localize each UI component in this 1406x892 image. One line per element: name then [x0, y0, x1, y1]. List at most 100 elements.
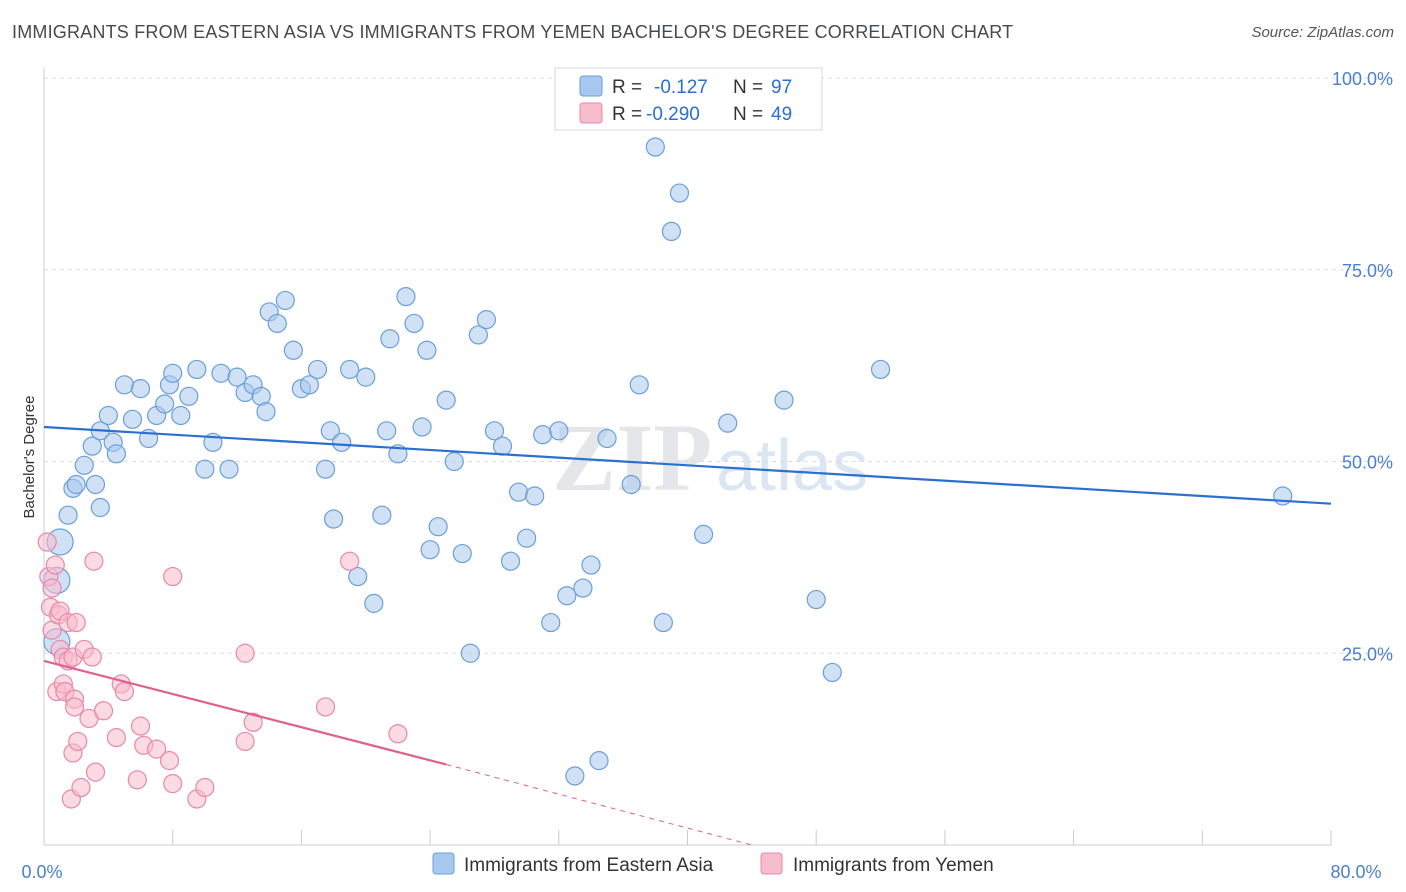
data-point	[452, 543, 472, 564]
data-point	[508, 482, 529, 502]
data-point	[417, 340, 437, 360]
legend: R = -0.127 N = 97 R = -0.290 N = 49	[554, 67, 823, 131]
data-point	[235, 643, 255, 663]
data-point	[171, 405, 191, 426]
data-point	[356, 367, 376, 387]
data-point	[1273, 486, 1293, 506]
data-point	[130, 379, 151, 399]
data-point	[58, 505, 78, 525]
data-point	[187, 359, 207, 380]
data-point	[122, 409, 143, 429]
source-credit: Source: ZipAtlas.com	[1251, 24, 1394, 41]
data-point	[93, 701, 114, 721]
bottom-legend-label: Immigrants from Yemen	[793, 855, 994, 876]
trend-line-yemen-extension	[446, 763, 752, 846]
data-point	[66, 612, 86, 633]
data-point	[45, 555, 65, 575]
data-point	[90, 497, 110, 518]
data-point	[155, 394, 175, 414]
legend-r-value: -0.127	[654, 77, 708, 98]
data-point	[500, 551, 521, 571]
series-eastern-asia-points	[43, 137, 1293, 786]
data-point	[581, 555, 601, 575]
data-point	[106, 728, 126, 748]
data-point	[693, 524, 714, 544]
data-point	[256, 402, 276, 422]
data-point	[669, 183, 690, 203]
bottom-legend-swatch-pink	[760, 852, 783, 875]
data-point	[565, 766, 585, 786]
data-point	[428, 517, 448, 537]
data-point	[332, 432, 352, 452]
data-point	[661, 221, 682, 241]
data-point	[283, 340, 303, 360]
y-tick-label: 25.0%	[1342, 644, 1393, 664]
data-point	[629, 375, 649, 395]
data-point	[114, 681, 135, 702]
legend-r-value: -0.290	[646, 104, 700, 125]
trend-lines	[43, 425, 1332, 846]
data-point	[340, 551, 360, 571]
data-point	[436, 390, 456, 410]
chart-title: IMMIGRANTS FROM EASTERN ASIA VS IMMIGRAN…	[12, 22, 1014, 42]
y-tick-labels: 25.0% 50.0% 75.0% 100.0%	[1332, 69, 1393, 664]
watermark-zip: ZIP	[552, 404, 712, 511]
data-point	[525, 486, 545, 506]
data-point	[267, 313, 287, 334]
legend-swatch-pink	[579, 102, 603, 124]
legend-n-value: 49	[771, 104, 792, 125]
data-point	[549, 421, 569, 441]
data-point	[114, 375, 135, 395]
data-point	[68, 731, 88, 752]
data-point	[412, 417, 432, 437]
bottom-legend-swatch-blue	[432, 852, 455, 875]
data-point	[380, 329, 400, 349]
data-point	[653, 612, 673, 633]
data-point	[85, 474, 106, 495]
data-point	[348, 566, 368, 587]
data-point	[541, 612, 561, 633]
data-point	[396, 286, 416, 307]
data-point	[557, 586, 577, 606]
data-point	[315, 697, 336, 717]
bottom-legend: Immigrants from Eastern Asia Immigrants …	[432, 852, 994, 876]
data-point	[597, 428, 617, 449]
data-point	[404, 313, 424, 334]
data-point	[64, 697, 85, 717]
data-point	[84, 551, 104, 571]
data-point	[71, 777, 91, 798]
data-point	[179, 386, 199, 406]
legend-n-value: 97	[771, 77, 792, 98]
data-point	[517, 528, 537, 548]
data-point	[806, 589, 826, 610]
data-point	[275, 290, 295, 311]
data-point	[147, 739, 167, 759]
bottom-legend-label: Immigrants from Eastern Asia	[464, 855, 714, 876]
trend-line-eastern-asia	[43, 425, 1332, 505]
watermark: ZIP atlas	[552, 404, 868, 511]
x-ticks	[43, 830, 1332, 845]
data-point	[195, 459, 215, 479]
data-point	[573, 578, 593, 598]
x-tick-label-min: 0.0%	[21, 862, 62, 882]
data-point	[444, 451, 464, 472]
y-tick-label: 75.0%	[1342, 261, 1393, 281]
data-point	[42, 578, 62, 598]
data-point	[106, 444, 126, 464]
data-point	[323, 509, 344, 529]
watermark-atlas: atlas	[716, 426, 868, 506]
legend-n-label: N =	[733, 104, 763, 125]
data-point	[299, 375, 320, 395]
data-point	[621, 474, 641, 495]
data-point	[589, 751, 609, 771]
data-point	[163, 566, 183, 587]
data-point	[159, 751, 180, 771]
data-point	[219, 459, 239, 479]
legend-r-label: R =	[612, 104, 642, 125]
data-point	[822, 662, 842, 683]
series-yemen-points	[37, 532, 408, 809]
data-point	[476, 310, 497, 330]
data-point	[227, 367, 247, 387]
legend-n-label: N =	[733, 77, 763, 98]
data-point	[163, 774, 183, 794]
